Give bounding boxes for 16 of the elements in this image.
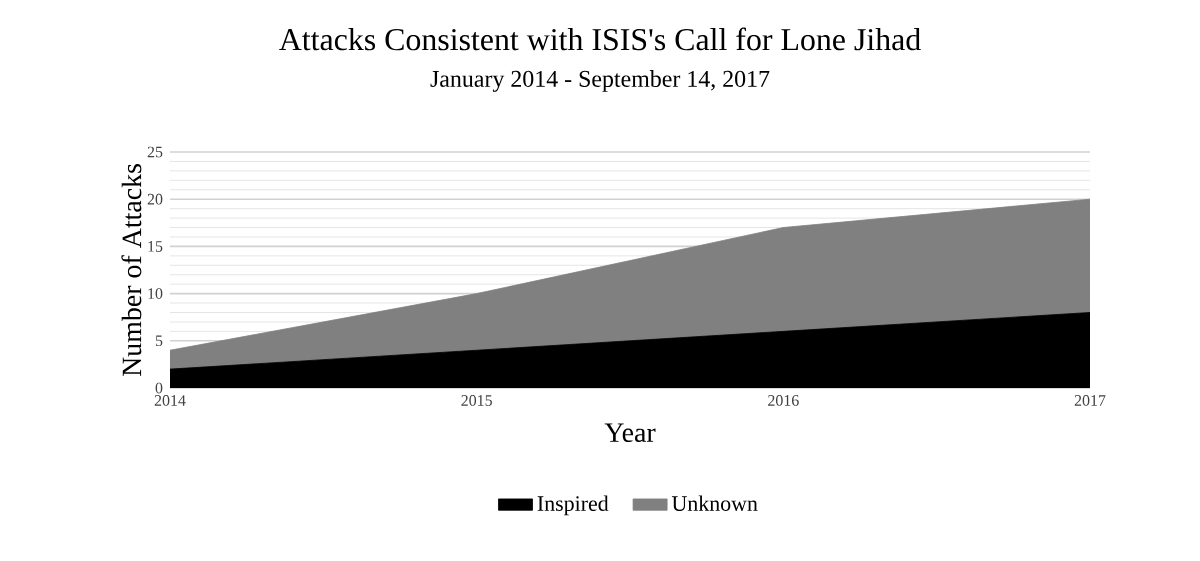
y-tick-label: 15 bbox=[148, 241, 163, 252]
y-tick-label: 20 bbox=[147, 193, 163, 205]
legend-label: Inspired bbox=[537, 495, 609, 516]
y-tick-label: 10 bbox=[148, 288, 163, 299]
legend-label: Unknown bbox=[671, 495, 758, 511]
x-tick-label: 2017 bbox=[1074, 395, 1106, 406]
y-axis-title: Number of Attacks bbox=[121, 164, 142, 377]
x-tick-label: 2014 bbox=[154, 395, 186, 406]
x-tick-label: 2015 bbox=[461, 395, 492, 406]
y-tick-label: 0 bbox=[155, 382, 163, 394]
y-tick-label: 5 bbox=[155, 335, 163, 347]
y-tick-label: 25 bbox=[147, 146, 163, 158]
x-tick-label: 2016 bbox=[768, 395, 799, 406]
x-axis-title: Year bbox=[604, 423, 656, 443]
chart-subtitle: January 2014 - September 14, 2017 bbox=[430, 70, 770, 92]
chart-title: Attacks Consistent with ISIS's Call for Lone Jihad bbox=[279, 27, 921, 51]
